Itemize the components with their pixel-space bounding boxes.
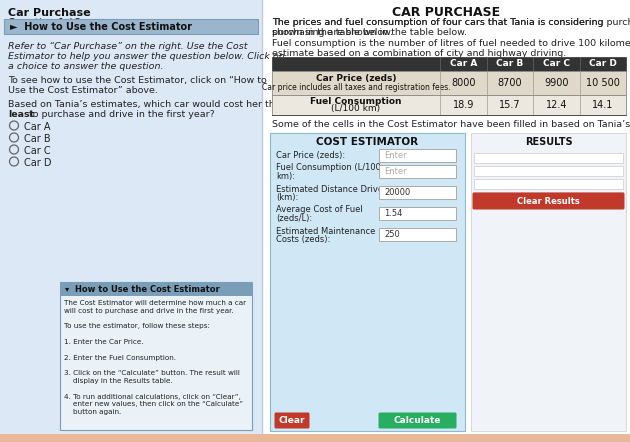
Text: (L/100 km): (L/100 km)	[331, 104, 381, 114]
FancyBboxPatch shape	[272, 95, 626, 115]
Text: Costs (zeds):: Costs (zeds):	[276, 235, 330, 244]
Text: a choice to answer the question.: a choice to answer the question.	[8, 62, 164, 71]
Text: Fuel Consumption: Fuel Consumption	[310, 96, 402, 106]
Text: Fuel consumption is the number of litres of fuel needed to drive 100 kilometres.: Fuel consumption is the number of litres…	[272, 39, 630, 48]
Text: To see how to use the Cost Estimator, click on “How to: To see how to use the Cost Estimator, cl…	[8, 76, 266, 85]
FancyBboxPatch shape	[379, 186, 456, 199]
Text: button again.: button again.	[64, 409, 121, 415]
FancyBboxPatch shape	[379, 207, 456, 220]
Text: 1.54: 1.54	[384, 209, 403, 218]
Text: 12.4: 12.4	[546, 100, 567, 110]
Text: Average Cost of Fuel: Average Cost of Fuel	[276, 206, 363, 214]
Text: 250: 250	[384, 230, 400, 239]
Text: Car A: Car A	[24, 122, 50, 132]
FancyBboxPatch shape	[262, 0, 630, 442]
Text: Refer to “Car Purchase” on the right. Use the Cost: Refer to “Car Purchase” on the right. Us…	[8, 42, 248, 51]
FancyBboxPatch shape	[0, 434, 630, 442]
Text: 20000: 20000	[384, 188, 410, 197]
FancyBboxPatch shape	[474, 192, 623, 202]
Text: Car Price (zeds): Car Price (zeds)	[316, 73, 396, 83]
FancyBboxPatch shape	[272, 57, 626, 71]
Text: 14.1: 14.1	[592, 100, 614, 110]
Text: Car B: Car B	[496, 60, 524, 69]
Text: Enter: Enter	[384, 167, 406, 176]
FancyBboxPatch shape	[60, 282, 252, 430]
Text: Use the Cost Estimator” above.: Use the Cost Estimator” above.	[8, 86, 158, 95]
Text: Calculate: Calculate	[394, 416, 441, 425]
FancyBboxPatch shape	[60, 282, 252, 296]
Text: 1. Enter the Car Price.: 1. Enter the Car Price.	[64, 339, 144, 345]
Text: 3. Click on the “Calculate” button. The result will: 3. Click on the “Calculate” button. The …	[64, 370, 240, 376]
Text: 10 500: 10 500	[586, 78, 620, 88]
Text: shown in the table below.: shown in the table below.	[272, 28, 393, 37]
Text: 9900: 9900	[544, 78, 568, 88]
FancyBboxPatch shape	[379, 149, 456, 161]
Text: Clear Results: Clear Results	[517, 197, 580, 206]
FancyBboxPatch shape	[472, 193, 624, 210]
Text: Car price includes all taxes and registration fees.: Car price includes all taxes and registr…	[261, 83, 450, 91]
FancyBboxPatch shape	[474, 153, 623, 163]
Text: enter new values, then click on the “Calculate”: enter new values, then click on the “Cal…	[64, 401, 243, 408]
Text: Fuel Consumption (L/100: Fuel Consumption (L/100	[276, 164, 381, 172]
Text: will cost to purchase and drive in the first year.: will cost to purchase and drive in the f…	[64, 308, 234, 314]
Text: 2. Enter the Fuel Consumption.: 2. Enter the Fuel Consumption.	[64, 354, 176, 361]
Text: 8700: 8700	[498, 78, 522, 88]
Text: Car Purchase: Car Purchase	[8, 8, 91, 18]
Text: Some of the cells in the Cost Estimator have been filled in based on Tania’s est: Some of the cells in the Cost Estimator …	[272, 120, 630, 129]
Text: The Cost Estimator will determine how much a car: The Cost Estimator will determine how mu…	[64, 300, 246, 306]
Text: To use the estimator, follow these steps:: To use the estimator, follow these steps…	[64, 324, 210, 329]
Text: 18.9: 18.9	[452, 100, 474, 110]
Text: estimate based on a combination of city and highway driving.: estimate based on a combination of city …	[272, 49, 566, 58]
Text: Enter: Enter	[384, 150, 406, 160]
Text: Car Price (zeds):: Car Price (zeds):	[276, 151, 345, 160]
Text: The prices and fuel consumption of four cars that Tania is considering purchasin: The prices and fuel consumption of four …	[272, 18, 604, 38]
Text: Estimated Distance Driven: Estimated Distance Driven	[276, 184, 389, 194]
Text: Car A: Car A	[450, 60, 477, 69]
Text: RESULTS: RESULTS	[525, 137, 572, 147]
Text: km):: km):	[276, 172, 295, 181]
Text: ▾  How to Use the Cost Estimator: ▾ How to Use the Cost Estimator	[65, 285, 220, 293]
Text: Car D: Car D	[589, 60, 617, 69]
Text: Estimated Maintenance: Estimated Maintenance	[276, 226, 375, 236]
Text: display in the Results table.: display in the Results table.	[64, 378, 173, 384]
Text: Car B: Car B	[24, 134, 50, 144]
Text: least: least	[8, 110, 34, 119]
FancyBboxPatch shape	[272, 71, 626, 95]
Text: Based on Tania’s estimates, which car would cost her the: Based on Tania’s estimates, which car wo…	[8, 100, 280, 109]
Text: ►  How to Use the Cost Estimator: ► How to Use the Cost Estimator	[10, 22, 192, 31]
Text: 8000: 8000	[451, 78, 476, 88]
FancyBboxPatch shape	[379, 412, 457, 428]
Text: (km):: (km):	[276, 193, 298, 202]
Text: COST ESTIMATOR: COST ESTIMATOR	[316, 137, 418, 147]
FancyBboxPatch shape	[379, 228, 456, 241]
FancyBboxPatch shape	[474, 166, 623, 176]
Text: 15.7: 15.7	[499, 100, 520, 110]
FancyBboxPatch shape	[379, 165, 456, 178]
Text: to purchase and drive in the first year?: to purchase and drive in the first year?	[26, 110, 215, 119]
Text: Car C: Car C	[24, 146, 50, 156]
FancyBboxPatch shape	[471, 133, 626, 431]
Text: Question 1 / 2: Question 1 / 2	[8, 18, 81, 28]
Text: (zeds/L):: (zeds/L):	[276, 214, 312, 223]
FancyBboxPatch shape	[474, 179, 623, 189]
FancyBboxPatch shape	[275, 412, 309, 428]
Text: Clear: Clear	[278, 416, 306, 425]
Text: The prices and fuel consumption of four cars that Tania is considering purchasin: The prices and fuel consumption of four …	[272, 18, 630, 27]
Text: CAR PURCHASE: CAR PURCHASE	[392, 6, 500, 19]
FancyBboxPatch shape	[0, 0, 262, 442]
Text: Car C: Car C	[543, 60, 570, 69]
Text: Estimator to help you answer the question below. Click on: Estimator to help you answer the questio…	[8, 52, 285, 61]
Text: Car D: Car D	[24, 158, 52, 168]
Text: 4. To run additional calculations, click on “Clear”,: 4. To run additional calculations, click…	[64, 393, 241, 400]
FancyBboxPatch shape	[4, 19, 258, 34]
FancyBboxPatch shape	[270, 133, 465, 431]
